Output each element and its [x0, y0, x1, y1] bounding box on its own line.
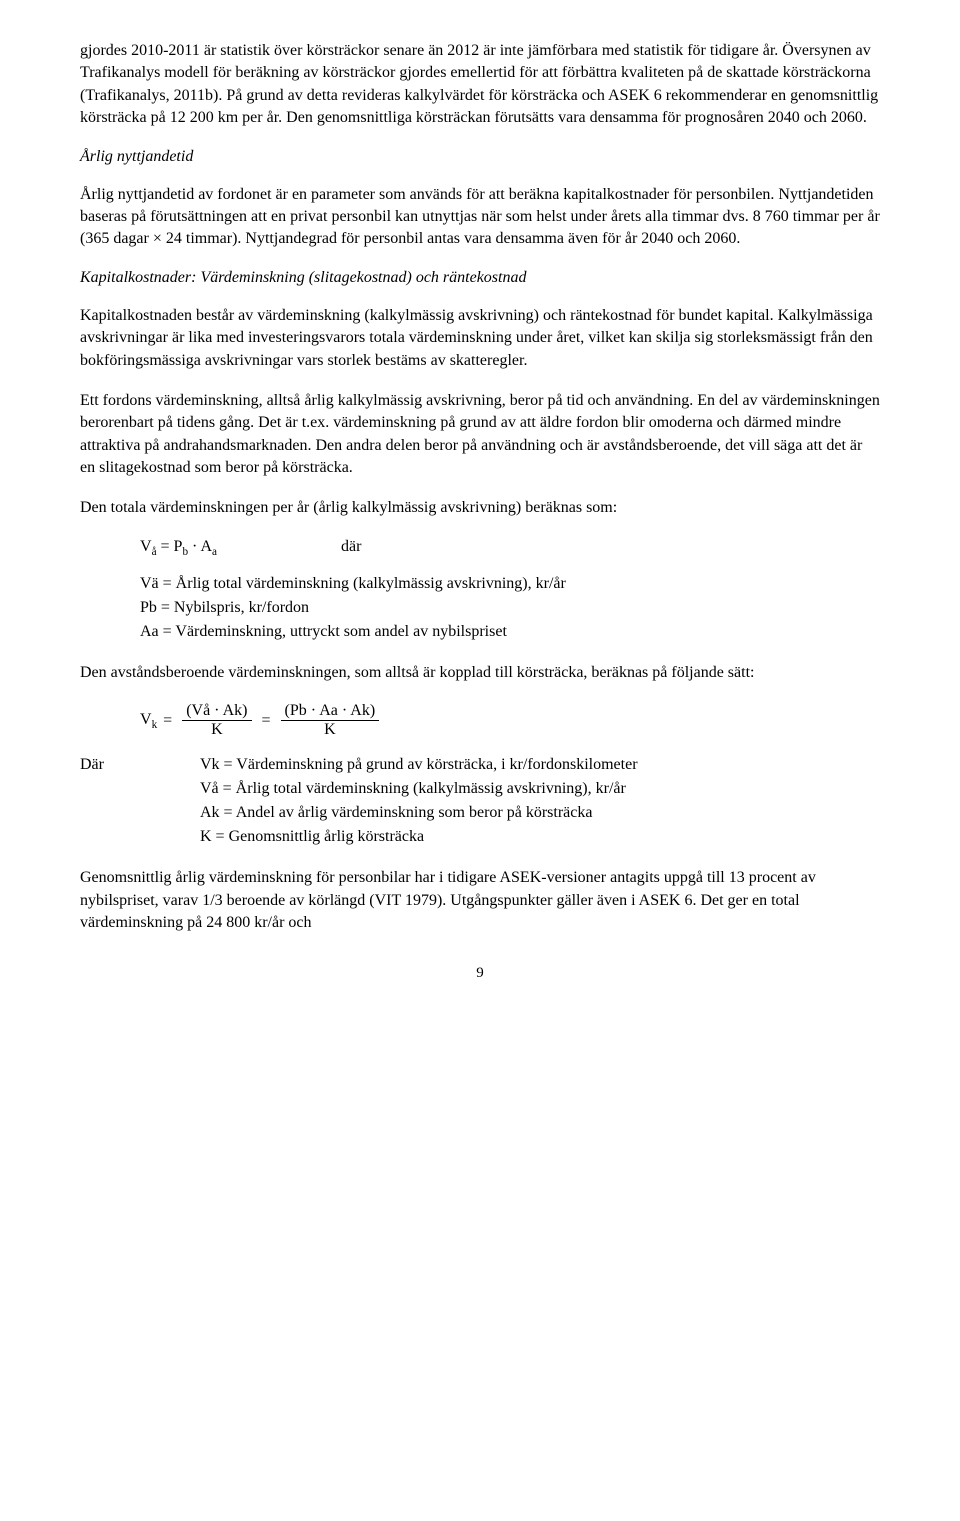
formula-1-where: där [341, 538, 361, 555]
def1-line1: Vä = Årlig total värdeminskning (kalkylm… [140, 572, 880, 596]
def2-line4: K = Genomsnittlig årlig körsträcka [200, 825, 880, 849]
heading-kapitalkostnader: Kapitalkostnader: Värdeminskning (slitag… [80, 269, 880, 287]
formula-2-lhs: Vk [140, 711, 157, 731]
definitions-2: Vk = Värdeminskning på grund av körsträc… [200, 753, 880, 849]
heading-nyttjandetid: Årlig nyttjandetid [80, 148, 880, 166]
dar-label: Där [80, 753, 200, 777]
paragraph-nyttjandetid: Årlig nyttjandetid av fordonet är en par… [80, 184, 880, 251]
page-container: gjordes 2010-2011 är statistik över körs… [0, 0, 960, 1022]
paragraph-intro: gjordes 2010-2011 är statistik över körs… [80, 40, 880, 130]
paragraph-kapitalkostnad-2: Ett fordons värdeminskning, alltså årlig… [80, 390, 880, 480]
def2-line2: Vå = Årlig total värdeminskning (kalkylm… [200, 777, 880, 801]
formula-1-expr: Vå = Pb · Aa [140, 538, 221, 555]
definitions-2-row: Där Vk = Värdeminskning på grund av körs… [80, 753, 880, 849]
formula-2-frac1: (Vå · Ak) K [182, 702, 251, 739]
formula-1: Vå = Pb · Aa där [140, 538, 880, 558]
formula-2-frac2: (Pb · Aa · Ak) K [281, 702, 380, 739]
paragraph-kapitalkostnad-1: Kapitalkostnaden består av värdeminsknin… [80, 305, 880, 372]
paragraph-formula2-intro: Den avståndsberoende värdeminskningen, s… [80, 662, 880, 684]
paragraph-formula1-intro: Den totala värdeminskningen per år (årli… [80, 497, 880, 519]
paragraph-final: Genomsnittlig årlig värdeminskning för p… [80, 867, 880, 934]
formula-2: Vk = (Vå · Ak) K = (Pb · Aa · Ak) K [140, 702, 880, 739]
def1-line2: Pb = Nybilspris, kr/fordon [140, 596, 880, 620]
page-number: 9 [80, 965, 880, 982]
def2-line1: Vk = Värdeminskning på grund av körsträc… [200, 753, 880, 777]
def2-line3: Ak = Andel av årlig värdeminskning som b… [200, 801, 880, 825]
def1-line3: Aa = Värdeminskning, uttryckt som andel … [140, 620, 880, 644]
definitions-1: Vä = Årlig total värdeminskning (kalkylm… [140, 572, 880, 644]
